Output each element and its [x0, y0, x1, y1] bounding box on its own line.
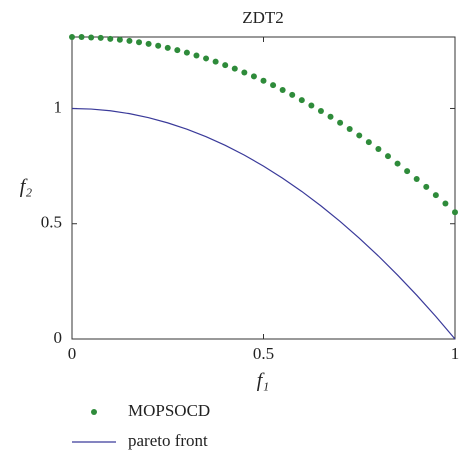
scatter-point [423, 183, 430, 190]
scatter-point [107, 35, 114, 42]
scatter-point [337, 119, 344, 126]
scatter-point [97, 34, 104, 41]
scatter-point [193, 52, 200, 59]
legend-label: MOPSOCD [128, 401, 210, 420]
scatter-point [69, 34, 75, 40]
legend-marker [91, 409, 97, 415]
scatter-point [174, 47, 181, 54]
scatter-point [164, 44, 171, 51]
scatter-point [327, 113, 334, 120]
scatter-point [452, 209, 458, 216]
scatter-point [250, 73, 257, 80]
scatter-point [241, 69, 248, 76]
scatter-point [78, 34, 85, 40]
scatter-point [145, 40, 152, 47]
x-tick-label: 0.5 [253, 344, 274, 363]
scatter-point [442, 200, 449, 207]
scatter-point [231, 65, 238, 72]
scatter-point [279, 87, 286, 94]
scatter-point [384, 153, 391, 160]
y-tick-label: 0 [54, 328, 63, 347]
y-tick-label: 1 [54, 97, 63, 116]
scatter-point [136, 39, 143, 46]
scatter-point [126, 37, 133, 44]
scatter-point [183, 49, 190, 56]
scatter-point [203, 55, 210, 62]
scatter-point [317, 108, 324, 115]
y-tick-label: 0.5 [41, 213, 62, 232]
y-axis-label: f₂ [20, 176, 33, 198]
scatter-point [346, 125, 353, 132]
x-tick-label: 0 [68, 344, 77, 363]
scatter-point [404, 168, 411, 175]
scatter-point [356, 132, 363, 139]
scatter-point [308, 102, 315, 109]
scatter-point [116, 36, 123, 43]
scatter-point [155, 42, 162, 49]
scatter-point [394, 160, 401, 167]
scatter-point [260, 77, 267, 84]
scatter-point [375, 146, 382, 153]
x-axis-label: f₁ [257, 370, 270, 392]
scatter-point [289, 91, 296, 98]
scatter-point [298, 97, 305, 104]
chart-title: ZDT2 [242, 8, 284, 27]
scatter-point [413, 176, 420, 183]
scatter-point [432, 192, 439, 199]
scatter-point [270, 82, 277, 89]
scatter-point [365, 139, 372, 146]
x-tick-label: 1 [451, 344, 460, 363]
scatter-point [212, 58, 219, 65]
legend-label: pareto front [128, 431, 208, 450]
scatter-point [222, 62, 229, 69]
scatter-point [88, 34, 95, 41]
line [71, 107, 456, 340]
